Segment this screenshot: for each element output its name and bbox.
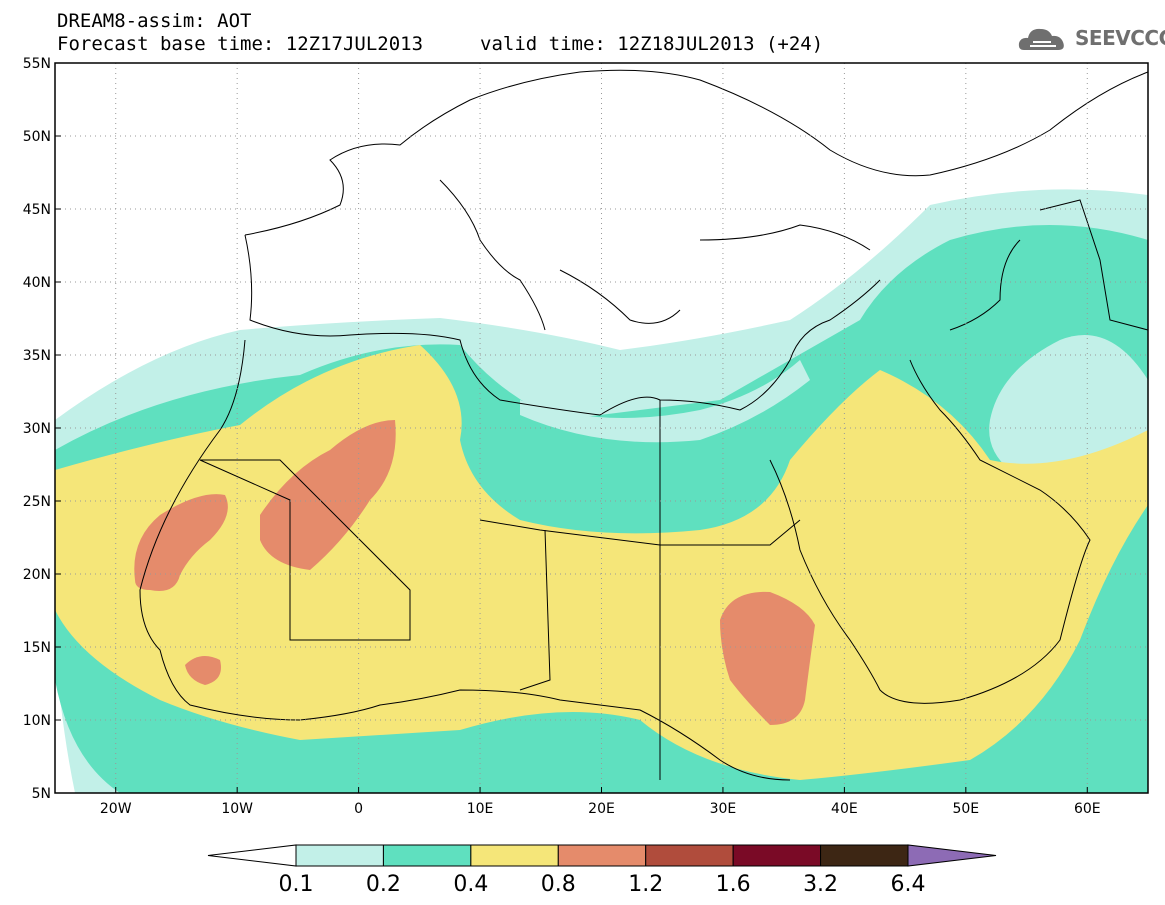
lat-label: 15N <box>23 640 51 656</box>
lon-label: 20E <box>588 801 615 817</box>
lat-label: 20N <box>23 567 51 583</box>
longitude-labels: 20W 10W 0 10E 20E 30E 40E 50E 60E <box>100 787 1101 817</box>
logo-text: SEEVCCC <box>1075 26 1165 50</box>
lat-label: 50N <box>23 129 51 145</box>
aot-blob-algeria-mali <box>260 420 396 570</box>
map-title: DREAM8-assim: AOT <box>57 10 252 32</box>
lon-label: 40E <box>831 801 858 817</box>
colorbar-over-arrow <box>907 844 997 867</box>
aot-blob-west-sahara <box>134 494 228 591</box>
lat-label: 45N <box>23 202 51 218</box>
lat-label: 35N <box>23 348 51 364</box>
colorbar-segment <box>820 844 909 867</box>
colorbar-segment <box>645 844 734 867</box>
valid-time: valid time: 12Z18JUL2013 (+24) <box>480 33 824 55</box>
colorbar-segment <box>470 844 559 867</box>
lat-label: 55N <box>23 56 51 72</box>
colorbar-segment <box>382 844 472 867</box>
aot-blob-senegal <box>185 656 221 685</box>
colorbar-segment <box>295 844 384 867</box>
colorbar-segment <box>557 844 647 867</box>
colorbar-tick-label: 0.1 <box>279 872 314 897</box>
lon-label: 30E <box>710 801 737 817</box>
aot-blob-sudan <box>720 591 815 725</box>
lat-label: 30N <box>23 421 51 437</box>
colorbar-under-arrow <box>207 844 297 867</box>
colorbar-tick-label: 1.6 <box>716 872 751 897</box>
graticule <box>55 63 1148 793</box>
colorbar-tick-label: 0.8 <box>541 872 576 897</box>
lon-label: 10E <box>467 801 494 817</box>
lon-label: 60E <box>1074 801 1101 817</box>
lon-label: 0 <box>354 801 363 817</box>
latitude-labels: 55N 50N 45N 40N 35N 30N 25N 20N 15N 10N 5N <box>23 56 61 802</box>
lon-label: 10W <box>221 801 253 817</box>
lon-label: 20W <box>100 801 132 817</box>
aot-hole-med <box>520 360 810 443</box>
colorbar-tick-label: 0.4 <box>453 872 488 897</box>
lat-label: 25N <box>23 494 51 510</box>
colorbar-tick-label: 6.4 <box>891 872 926 897</box>
lat-label: 40N <box>23 275 51 291</box>
colorbar-segment <box>732 844 822 867</box>
lat-label: 5N <box>32 786 51 802</box>
colorbar-tick-label: 3.2 <box>803 872 838 897</box>
colorbar-tick-label: 1.2 <box>628 872 663 897</box>
aot-hole-arabia-gulf <box>989 335 1148 473</box>
lat-label: 10N <box>23 713 51 729</box>
colorbar: 0.1 0.2 0.4 0.8 1.2 1.6 3.2 6.4 <box>207 844 997 897</box>
lon-label: 50E <box>952 801 979 817</box>
forecast-base-time: Forecast base time: 12Z17JUL2013 <box>57 33 424 55</box>
cloud-icon <box>1018 28 1064 50</box>
colorbar-tick-label: 0.2 <box>366 872 401 897</box>
